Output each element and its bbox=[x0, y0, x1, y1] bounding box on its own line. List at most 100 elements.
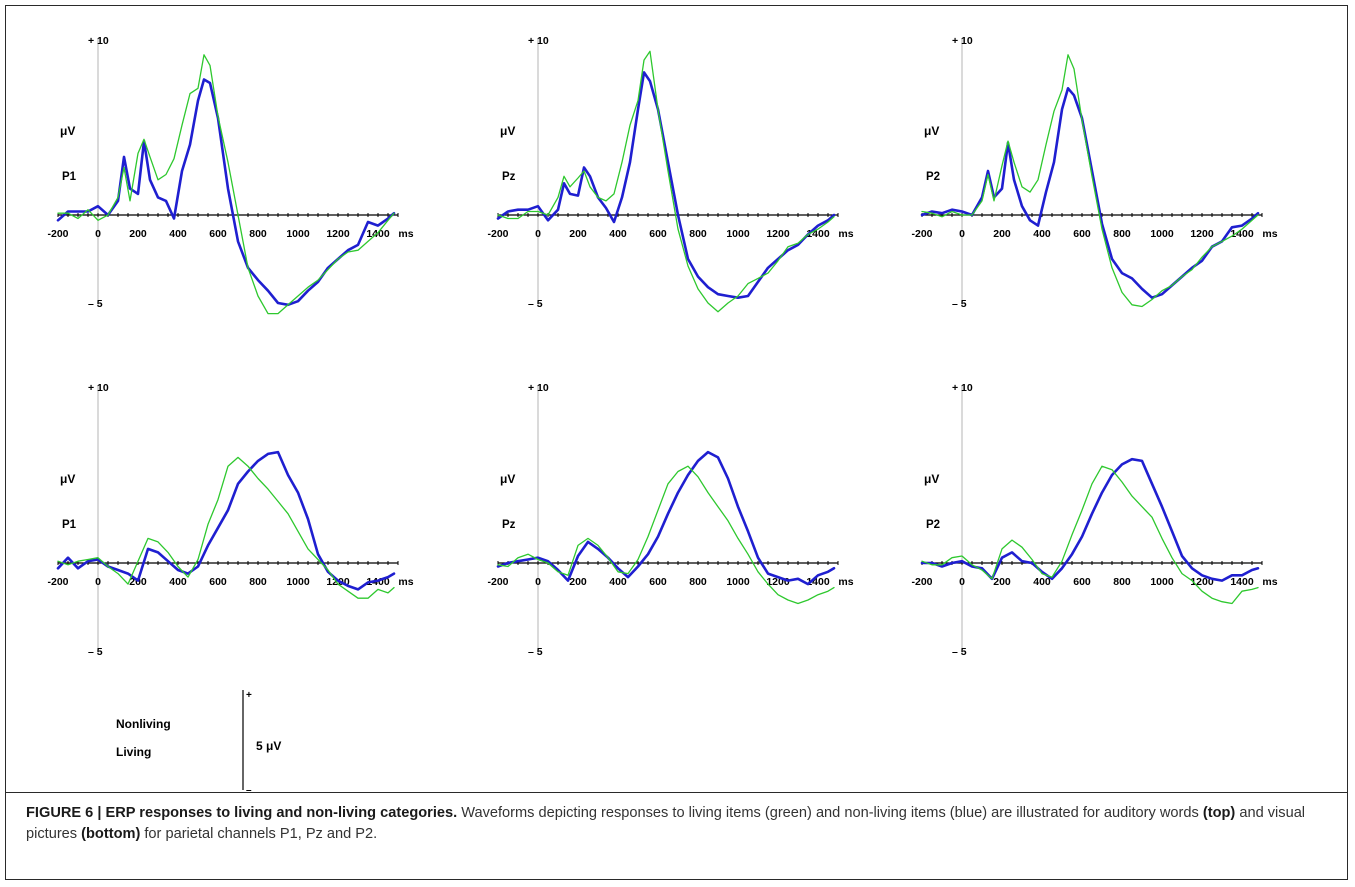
x-tick-label: 1200 bbox=[766, 228, 790, 240]
x-tick-label: 200 bbox=[129, 228, 147, 240]
x-unit-label: ms bbox=[398, 576, 413, 588]
x-tick-label: 200 bbox=[993, 576, 1011, 588]
channel-label: P1 bbox=[62, 519, 77, 531]
x-tick-label: 600 bbox=[209, 576, 227, 588]
x-tick-label: 1000 bbox=[726, 576, 750, 588]
x-tick-label: 1200 bbox=[326, 228, 350, 240]
channel-label: Pz bbox=[502, 171, 516, 183]
y-tick-bottom-label: – 5 bbox=[88, 298, 103, 310]
living-series-line bbox=[57, 456, 395, 599]
y-axis-label: μV bbox=[924, 124, 939, 138]
y-tick-top-label: + 10 bbox=[528, 35, 549, 47]
y-tick-bottom-label: – 5 bbox=[952, 298, 967, 310]
y-tick-bottom-label: – 5 bbox=[88, 646, 103, 658]
nonliving-series-line bbox=[496, 450, 836, 586]
caption-bold-top: (top) bbox=[1202, 805, 1236, 821]
legend-nonliving-label: Nonliving bbox=[116, 717, 171, 731]
living-series-line bbox=[921, 465, 1259, 605]
caption-text-3: for parietal channels P1, Pz and P2. bbox=[140, 826, 378, 842]
erp-panel-top-p1: + 10 – 5 μV P1 -200 0 200 400 600 800 1000 1200 1400… bbox=[47, 35, 414, 315]
y-tick-top-label: + 10 bbox=[952, 35, 973, 47]
x-tick-label: 1000 bbox=[1150, 576, 1174, 588]
y-tick-top-label: + 10 bbox=[952, 382, 973, 394]
y-axis-label: μV bbox=[924, 472, 939, 486]
x-tick-label: 400 bbox=[169, 576, 187, 588]
nonliving-series-line bbox=[496, 71, 836, 300]
x-tick-label: -200 bbox=[487, 228, 508, 240]
x-tick-label: 1000 bbox=[286, 576, 310, 588]
scale-bar-minus: – bbox=[246, 785, 252, 796]
x-tick-label: 1400 bbox=[366, 228, 390, 240]
y-tick-top-label: + 10 bbox=[528, 382, 549, 394]
legend-living-label: Living bbox=[116, 745, 151, 759]
x-tick-label: 1000 bbox=[726, 228, 750, 240]
x-tick-label: 800 bbox=[249, 228, 267, 240]
x-tick-label: 200 bbox=[569, 228, 587, 240]
nonliving-series-line bbox=[920, 87, 1260, 300]
x-tick-label: 0 bbox=[95, 576, 101, 588]
x-tick-label: 400 bbox=[609, 228, 627, 240]
channel-label: Pz bbox=[502, 519, 516, 531]
x-tick-label: 0 bbox=[535, 576, 541, 588]
x-tick-label: 400 bbox=[169, 228, 187, 240]
y-tick-bottom-label: – 5 bbox=[952, 646, 967, 658]
nonliving-series-line bbox=[56, 450, 396, 591]
x-tick-label: -200 bbox=[911, 228, 932, 240]
x-tick-label: 1000 bbox=[286, 228, 310, 240]
figure-caption: FIGURE 6 | ERP responses to living and n… bbox=[26, 803, 1326, 845]
channel-label: P1 bbox=[62, 171, 77, 183]
x-unit-label: ms bbox=[838, 228, 853, 240]
y-tick-bottom-label: – 5 bbox=[528, 646, 543, 658]
x-tick-label: -200 bbox=[911, 576, 932, 588]
x-tick-label: 1400 bbox=[1230, 576, 1254, 588]
x-tick-label: 600 bbox=[649, 576, 667, 588]
x-tick-label: 1000 bbox=[1150, 228, 1174, 240]
x-tick-label: 0 bbox=[95, 228, 101, 240]
y-axis-label: μV bbox=[60, 124, 75, 138]
x-tick-label: 600 bbox=[1073, 228, 1091, 240]
y-tick-top-label: + 10 bbox=[88, 35, 109, 47]
caption-figure-label: FIGURE 6 | ERP responses to living and n… bbox=[26, 805, 458, 821]
x-tick-label: 0 bbox=[959, 576, 965, 588]
x-tick-label: 600 bbox=[649, 228, 667, 240]
x-tick-label: 800 bbox=[689, 576, 707, 588]
x-tick-label: 0 bbox=[959, 228, 965, 240]
caption-text-2: and visual pictures bbox=[26, 805, 1306, 842]
living-series-line bbox=[57, 54, 395, 315]
x-tick-label: 800 bbox=[1113, 228, 1131, 240]
channel-label: P2 bbox=[926, 171, 940, 183]
y-tick-top-label: + 10 bbox=[88, 382, 109, 394]
x-tick-label: 400 bbox=[609, 576, 627, 588]
erp-figure: + 10 – 5 μV P1 -200 0 200 400 600 800 1000 1200 1400… bbox=[47, 35, 1277, 796]
y-axis-label: μV bbox=[500, 124, 515, 138]
x-tick-label: 600 bbox=[209, 228, 227, 240]
x-tick-label: 800 bbox=[689, 228, 707, 240]
legend: Nonliving Living + – 5 μV bbox=[116, 690, 281, 796]
living-series-line bbox=[497, 465, 835, 605]
channel-label: P2 bbox=[926, 519, 940, 531]
living-series-line bbox=[497, 50, 835, 313]
x-tick-label: -200 bbox=[47, 576, 68, 588]
x-tick-label: 1200 bbox=[1190, 228, 1214, 240]
caption-divider bbox=[6, 792, 1348, 793]
x-tick-label: 1400 bbox=[1230, 228, 1254, 240]
x-tick-label: 400 bbox=[1033, 576, 1051, 588]
figure-frame bbox=[5, 5, 1348, 880]
y-axis-label: μV bbox=[60, 472, 75, 486]
x-tick-label: 800 bbox=[1113, 576, 1131, 588]
x-tick-label: 600 bbox=[1073, 576, 1091, 588]
living-series-line bbox=[921, 54, 1259, 308]
x-tick-label: 400 bbox=[1033, 228, 1051, 240]
x-tick-label: 200 bbox=[993, 228, 1011, 240]
caption-text-1: Waveforms depicting responses to living … bbox=[457, 805, 1203, 821]
y-tick-bottom-label: – 5 bbox=[528, 298, 543, 310]
x-tick-label: -200 bbox=[487, 576, 508, 588]
x-tick-label: 0 bbox=[535, 228, 541, 240]
x-unit-label: ms bbox=[1262, 228, 1277, 240]
scale-bar-plus: + bbox=[246, 690, 252, 701]
erp-panel-top-p2: + 10 – 5 μV P2 -200 0 200 400 600 800 1000 1200 1400… bbox=[911, 35, 1277, 310]
